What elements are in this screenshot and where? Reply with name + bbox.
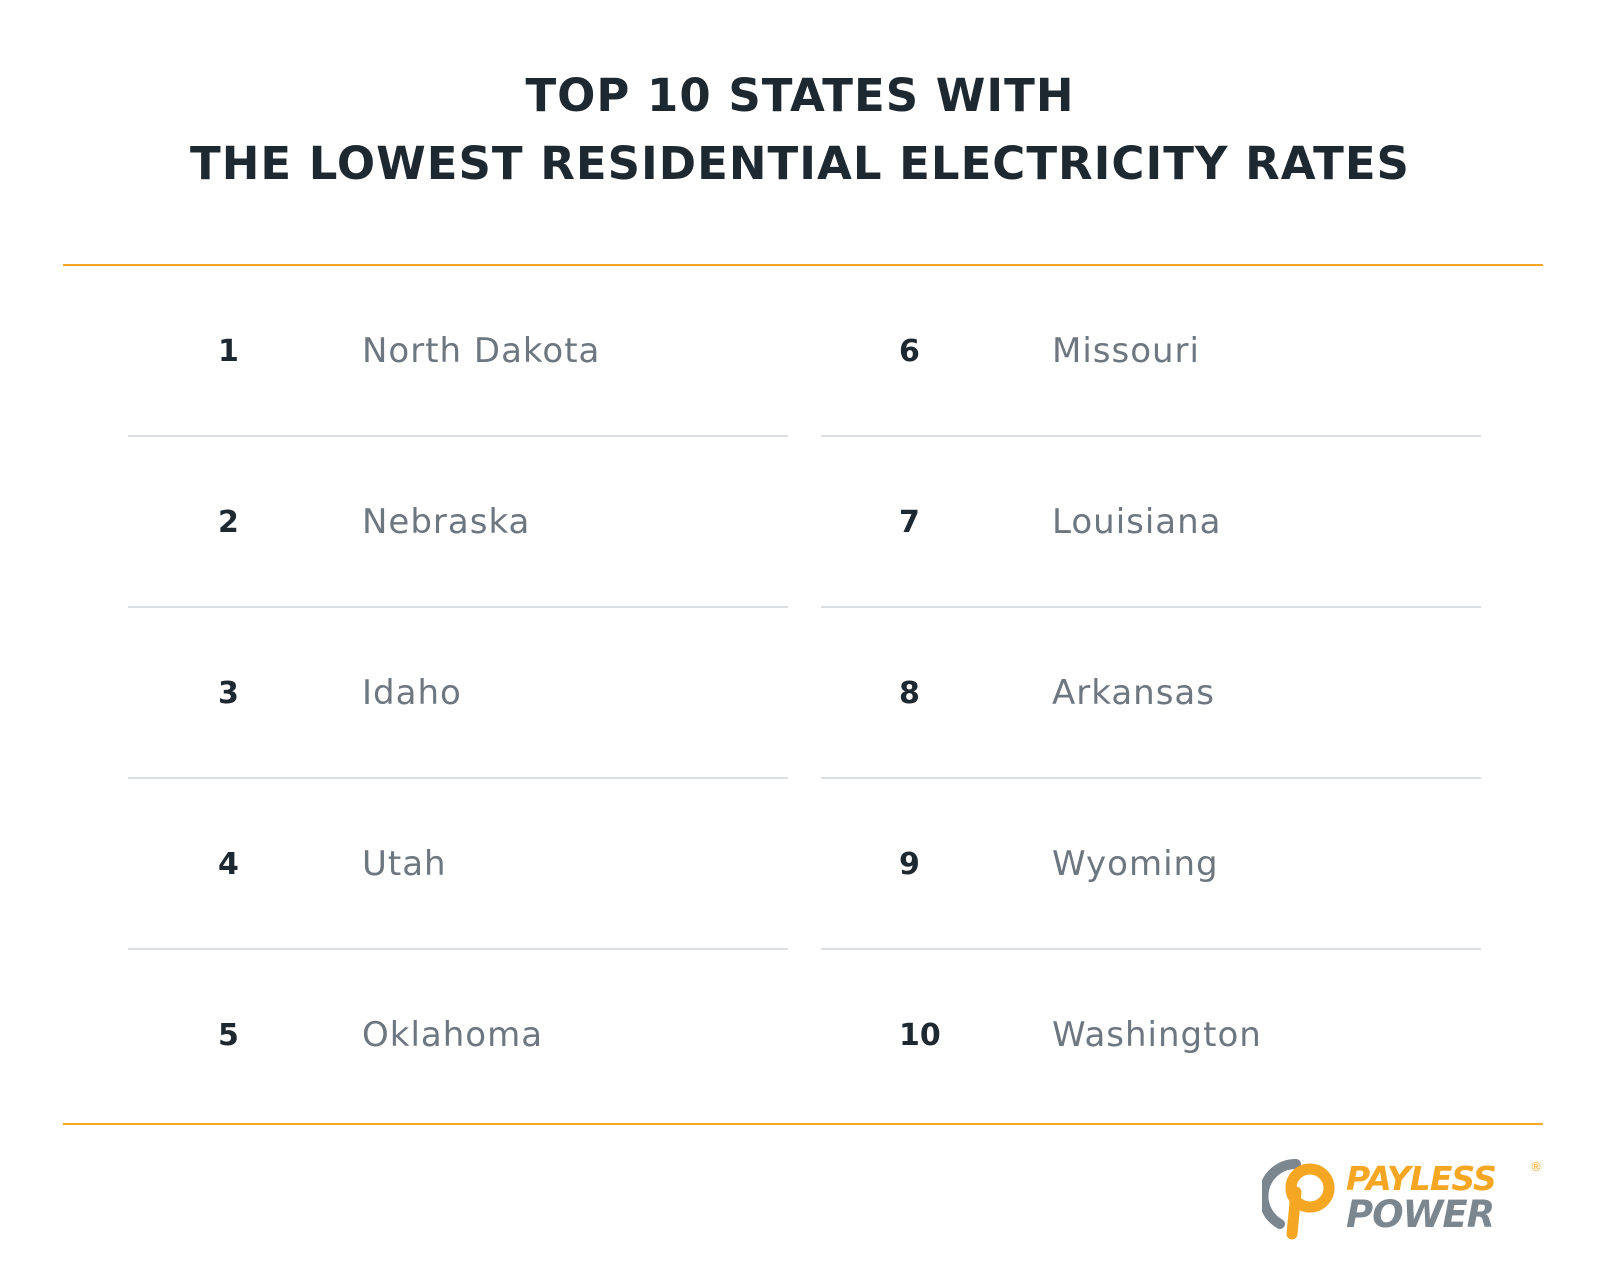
rank-number: 9 xyxy=(899,847,920,882)
page-title: TOP 10 STATES WITH THE LOWEST RESIDENTIA… xyxy=(0,62,1600,198)
rank-number: 8 xyxy=(899,676,920,711)
state-name: Missouri xyxy=(1052,331,1200,371)
rank-number: 3 xyxy=(218,676,239,711)
payless-power-logo: PAYLESS POWER ® xyxy=(1262,1158,1542,1240)
list-item: 8 Arkansas xyxy=(821,608,1481,779)
rank-number: 4 xyxy=(218,847,239,882)
rank-number: 2 xyxy=(218,505,239,540)
rank-number: 5 xyxy=(218,1018,239,1053)
state-name: Washington xyxy=(1052,1015,1262,1055)
state-name: Nebraska xyxy=(362,502,531,542)
logo-text-payless: PAYLESS xyxy=(1346,1159,1497,1198)
list-item: 2 Nebraska xyxy=(128,437,788,608)
state-name: Utah xyxy=(362,844,447,884)
state-name: Louisiana xyxy=(1052,502,1222,542)
state-name: North Dakota xyxy=(362,331,601,371)
registered-mark: ® xyxy=(1530,1160,1542,1174)
state-name: Wyoming xyxy=(1052,844,1219,884)
bottom-divider xyxy=(63,1123,1543,1125)
list-item: 6 Missouri xyxy=(821,266,1481,437)
rank-number: 1 xyxy=(218,334,239,369)
list-item: 3 Idaho xyxy=(128,608,788,779)
top-divider xyxy=(63,264,1543,266)
list-item: 10 Washington xyxy=(821,950,1481,1121)
list-item: 7 Louisiana xyxy=(821,437,1481,608)
list-item: 5 Oklahoma xyxy=(128,950,788,1121)
payless-power-p-icon xyxy=(1262,1158,1335,1240)
rank-column-right: 6 Missouri 7 Louisiana 8 Arkansas 9 Wyom… xyxy=(821,266,1481,1121)
logo-wordmark: PAYLESS POWER xyxy=(1346,1162,1546,1234)
rank-number: 7 xyxy=(899,505,920,540)
title-line-1: TOP 10 STATES WITH xyxy=(525,69,1075,122)
rank-number: 10 xyxy=(899,1018,941,1053)
state-name: Arkansas xyxy=(1052,673,1215,713)
rank-number: 6 xyxy=(899,334,920,369)
list-item: 1 North Dakota xyxy=(128,266,788,437)
state-name: Idaho xyxy=(362,673,462,713)
rank-column-left: 1 North Dakota 2 Nebraska 3 Idaho 4 Utah… xyxy=(128,266,788,1121)
state-name: Oklahoma xyxy=(362,1015,544,1055)
title-line-2: THE LOWEST RESIDENTIAL ELECTRICITY RATES xyxy=(190,137,1410,190)
list-item: 9 Wyoming xyxy=(821,779,1481,950)
list-item: 4 Utah xyxy=(128,779,788,950)
logo-text-power: POWER xyxy=(1346,1193,1495,1236)
